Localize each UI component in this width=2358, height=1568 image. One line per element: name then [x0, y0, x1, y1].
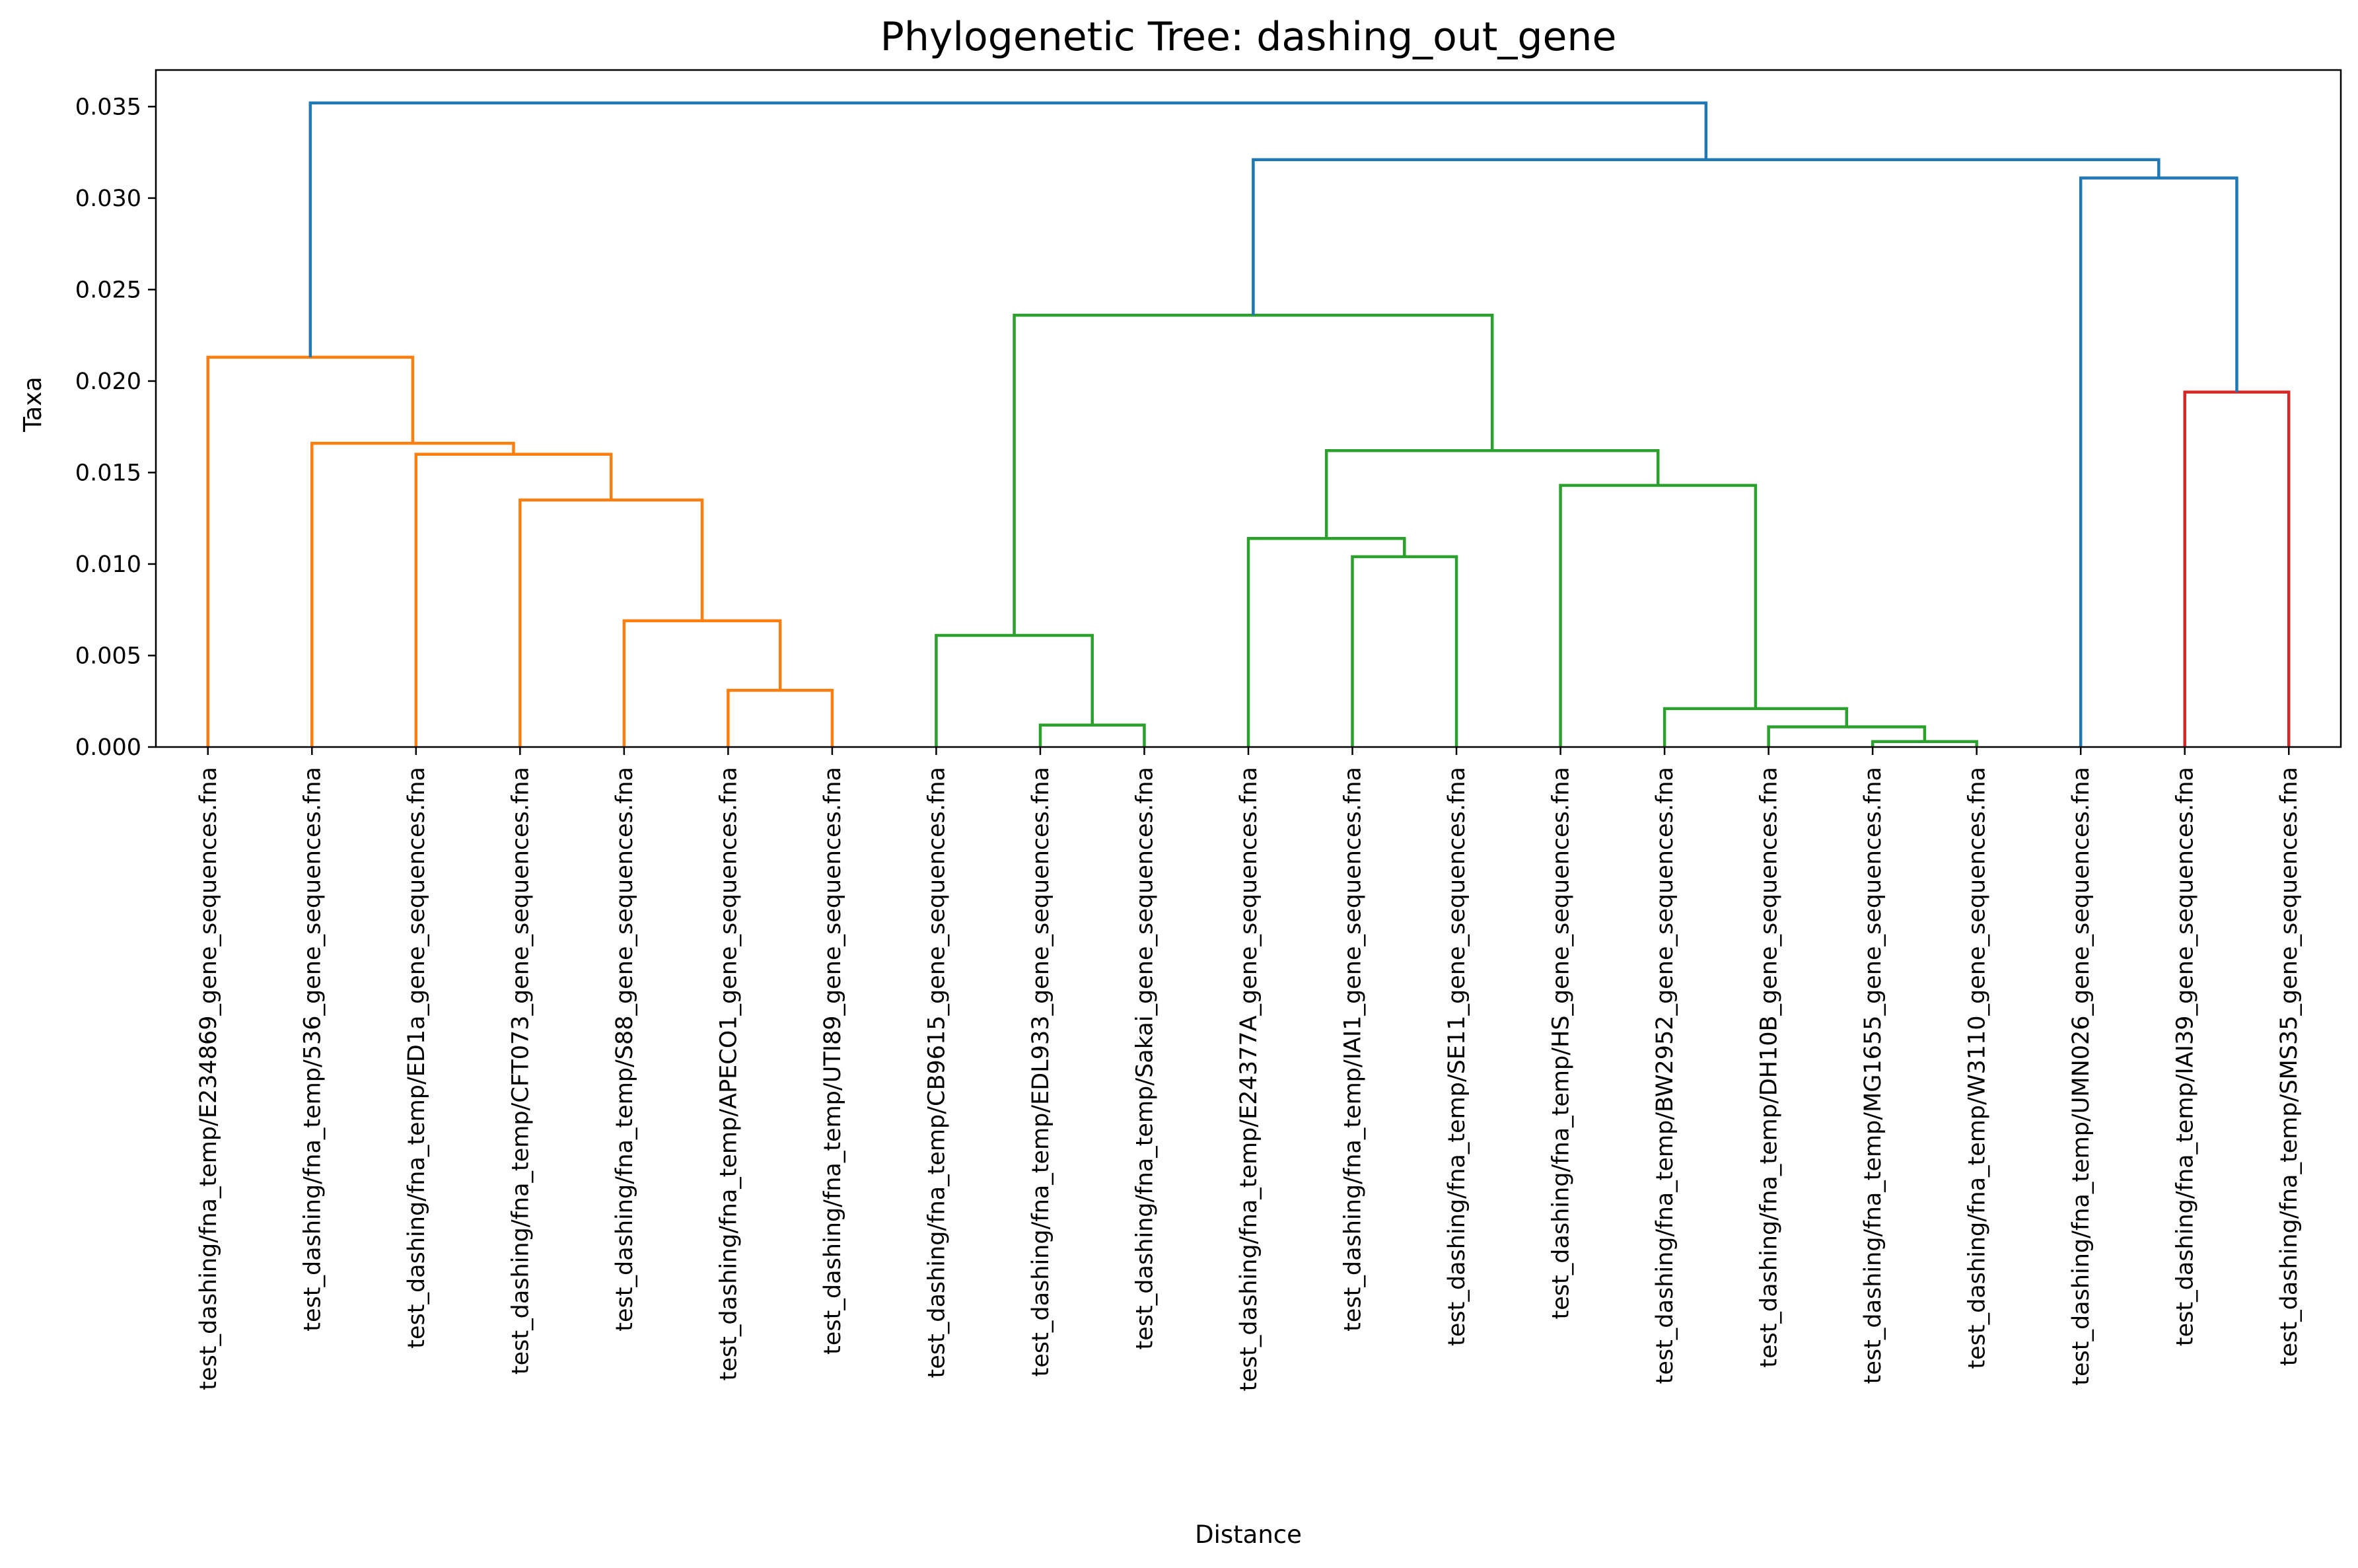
dendrogram-link: [1871, 740, 1978, 747]
chart-title: Phylogenetic Tree: dashing_out_gene: [880, 14, 1617, 60]
dendrogram-link: [622, 619, 782, 747]
dendrogram-link: [2183, 390, 2291, 747]
leaf-labels: test_dashing/fna_temp/E234869_gene_seque…: [196, 747, 2303, 1391]
leaf-label: test_dashing/fna_temp/SMS35_gene_sequenc…: [2276, 767, 2303, 1366]
y-tick-label: 0.030: [75, 186, 141, 212]
dendrogram-link: [414, 452, 613, 747]
leaf-label: test_dashing/fna_temp/W3110_gene_sequenc…: [1964, 767, 1991, 1369]
leaf-label: test_dashing/fna_temp/BW2952_gene_sequen…: [1652, 767, 1678, 1384]
dendrogram-link: [1324, 448, 1660, 539]
y-tick-label: 0.015: [75, 460, 141, 486]
leaf-label: test_dashing/fna_temp/UMN026_gene_sequen…: [2068, 767, 2094, 1386]
leaf-label: test_dashing/fna_temp/E234869_gene_seque…: [196, 767, 222, 1390]
dendrogram-links: [206, 101, 2291, 747]
leaf-label: test_dashing/fna_temp/EDL933_gene_sequen…: [1028, 767, 1054, 1376]
leaf-label: test_dashing/fna_temp/CFT073_gene_sequen…: [507, 767, 534, 1374]
y-axis-label: Taxa: [18, 376, 47, 433]
dendrogram-link: [1013, 313, 1494, 636]
dendrogram-link: [1246, 536, 1406, 747]
dendrogram-link: [308, 101, 1708, 357]
leaf-label: test_dashing/fna_temp/IAI1_gene_sequence…: [1340, 767, 1367, 1332]
leaf-label: test_dashing/fna_temp/MG1655_gene_sequen…: [1860, 767, 1886, 1384]
y-tick-label: 0.000: [75, 734, 141, 761]
leaf-label: test_dashing/fna_temp/HS_gene_sequences.…: [1548, 767, 1575, 1320]
dendrogram-link: [935, 633, 1094, 747]
dendrogram-link: [1351, 555, 1458, 747]
leaf-label: test_dashing/fna_temp/APECO1_gene_sequen…: [715, 767, 742, 1380]
dendrogram-link: [310, 441, 515, 747]
leaf-label: test_dashing/fna_temp/536_gene_sequences…: [299, 767, 326, 1332]
plot-frame: [155, 69, 2342, 748]
leaf-label: test_dashing/fna_temp/E24377A_gene_seque…: [1236, 767, 1262, 1391]
leaf-label: test_dashing/fna_temp/S88_gene_sequences…: [612, 767, 638, 1332]
y-tick-label: 0.005: [75, 643, 141, 669]
dendrogram-link: [206, 355, 415, 747]
dendrogram-link: [1252, 158, 2161, 316]
dendrogram-link: [518, 498, 704, 747]
dendrogram-link: [727, 688, 834, 747]
y-tick-label: 0.010: [75, 552, 141, 578]
dendrogram-link: [1767, 725, 1927, 747]
leaf-label: test_dashing/fna_temp/UTI89_gene_sequenc…: [820, 767, 846, 1355]
leaf-label: test_dashing/fna_temp/ED1a_gene_sequence…: [404, 767, 430, 1349]
y-tick-label: 0.020: [75, 369, 141, 395]
leaf-label: test_dashing/fna_temp/DH10B_gene_sequenc…: [1756, 767, 1783, 1368]
x-axis-label: Distance: [1195, 1520, 1302, 1549]
leaf-label: test_dashing/fna_temp/CB9615_gene_sequen…: [923, 767, 950, 1378]
leaf-label: test_dashing/fna_temp/Sakai_gene_sequenc…: [1131, 767, 1158, 1349]
y-tick-label: 0.025: [75, 277, 141, 303]
leaf-label: test_dashing/fna_temp/IAI39_gene_sequenc…: [2172, 767, 2199, 1346]
y-tick-label: 0.035: [75, 94, 141, 120]
leaf-label: test_dashing/fna_temp/SE11_gene_sequence…: [1444, 767, 1470, 1346]
dendrogram-link: [2079, 176, 2238, 747]
y-axis-ticks: 0.000 0.005 0.010 0.015 0.020 0.025 0.030 0.035: [75, 94, 156, 761]
dendrogram-link: [1038, 723, 1146, 747]
